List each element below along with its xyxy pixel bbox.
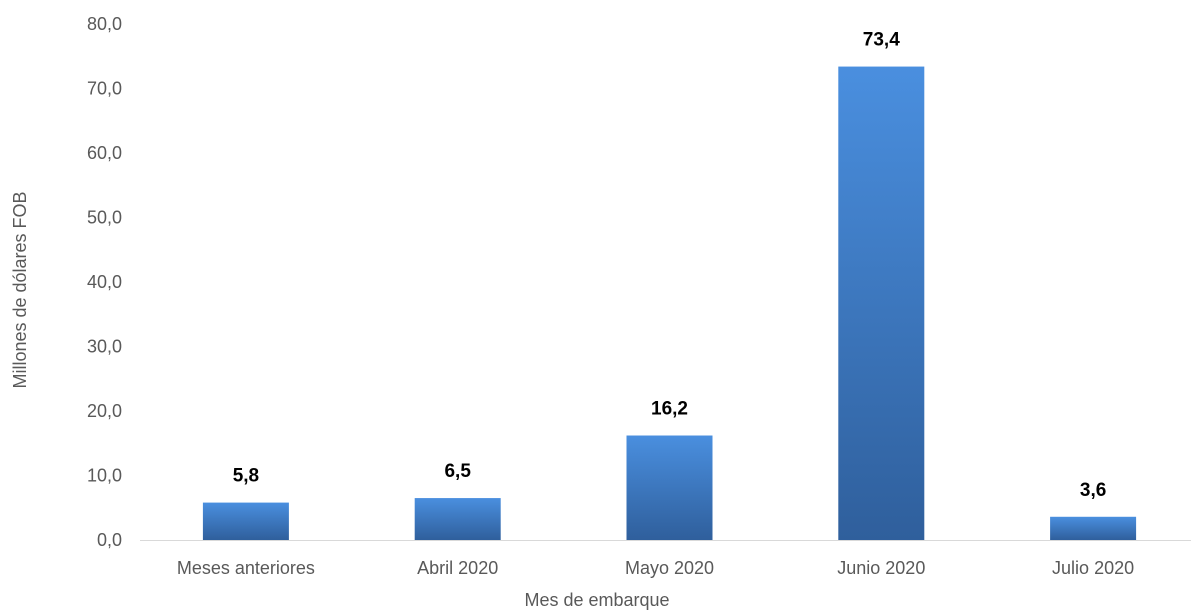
y-tick-label: 0,0 — [97, 530, 122, 550]
bars — [202, 66, 1137, 540]
y-tick-label: 20,0 — [87, 401, 122, 421]
y-tick-label: 50,0 — [87, 208, 122, 228]
y-tick-label: 80,0 — [87, 14, 122, 34]
data-label: 3,6 — [1080, 480, 1106, 501]
x-tick-label: Abril 2020 — [417, 558, 498, 578]
data-label: 73,4 — [863, 30, 900, 51]
bar — [414, 498, 501, 540]
y-tick-label: 70,0 — [87, 79, 122, 99]
bar — [1050, 516, 1137, 540]
y-axis-ticks: 0,0 10,0 20,0 30,0 40,0 50,0 60,0 70,0 80,0 — [87, 14, 122, 550]
bar — [626, 435, 713, 540]
data-label: 6,5 — [444, 461, 471, 482]
y-tick-label: 60,0 — [87, 143, 122, 163]
x-tick-label: Meses anteriores — [177, 558, 315, 578]
bar — [202, 502, 289, 540]
x-tick-label: Mayo 2020 — [625, 558, 714, 578]
x-axis-ticks: Meses anteriores Abril 2020 Mayo 2020 Junio… — [177, 558, 1134, 578]
data-label: 16,2 — [651, 399, 688, 420]
x-tick-label: Julio 2020 — [1052, 558, 1134, 578]
data-labels: 5,8 6,5 16,2 73,4 3,6 — [233, 30, 1107, 501]
data-label: 5,8 — [233, 466, 259, 487]
y-tick-label: 10,0 — [87, 466, 122, 486]
y-tick-label: 30,0 — [87, 337, 122, 357]
x-axis-title: Mes de embarque — [524, 590, 669, 610]
x-tick-label: Junio 2020 — [837, 558, 925, 578]
y-tick-label: 40,0 — [87, 272, 122, 292]
bar — [838, 66, 925, 540]
y-axis-title: Millones de dólares FOB — [10, 191, 30, 388]
